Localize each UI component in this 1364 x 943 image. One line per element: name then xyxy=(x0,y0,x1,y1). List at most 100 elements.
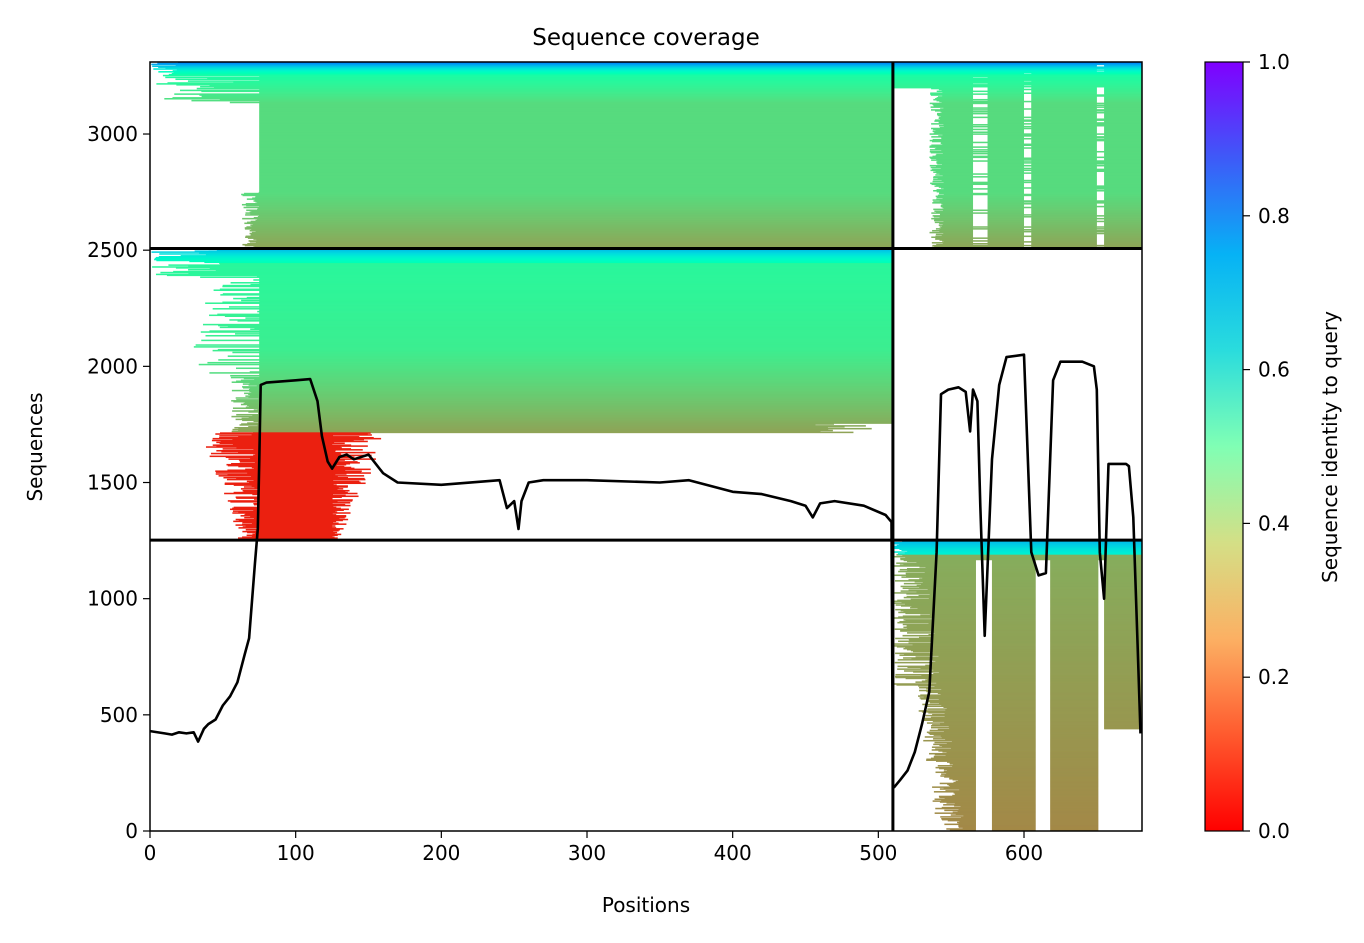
heatmap-row-lower xyxy=(1050,601,1099,603)
heatmap-row-lower xyxy=(938,750,976,752)
heatmap-row-upper-left xyxy=(244,222,893,225)
heatmap-row-lower xyxy=(958,808,976,811)
heatmap-row-lower xyxy=(896,554,1142,556)
heatmap-row-upper-right xyxy=(936,113,974,116)
heatmap-row-upper-left xyxy=(259,182,893,185)
heatmap-row-upper-right xyxy=(929,133,1142,135)
heatmap-row-lower xyxy=(896,544,1142,547)
heatmap-row-lower xyxy=(991,638,1036,641)
heatmap-row-upper-left xyxy=(259,172,893,174)
heatmap-row-lower xyxy=(1050,666,1099,669)
heatmap-row-lower xyxy=(954,803,976,805)
heatmap-row-upper-right xyxy=(942,242,1025,245)
heatmap-row-lower xyxy=(931,662,976,665)
heatmap-row-upper-right xyxy=(1104,243,1142,246)
heatmap-row-upper-left xyxy=(259,149,893,151)
heatmap-row-lower xyxy=(991,655,1036,657)
heatmap-row-lower xyxy=(1050,738,1099,741)
heatmap-row-middle xyxy=(259,298,893,301)
heatmap-row-upper-right xyxy=(942,223,974,225)
heatmap-row-upper-right xyxy=(1031,150,1142,153)
heatmap-row-upper-right xyxy=(1031,176,1097,178)
heatmap-row-lower xyxy=(943,804,976,806)
heatmap-row-upper-right xyxy=(987,230,1142,233)
heatmap-row-lower xyxy=(991,671,1036,673)
heatmap-row-lower xyxy=(1104,648,1142,651)
heatmap-row-lower xyxy=(1104,660,1142,662)
heatmap-row-upper-right xyxy=(943,125,1097,128)
heatmap-row-upper-right xyxy=(1031,199,1097,201)
heatmap-row-lower xyxy=(1050,572,1099,575)
heatmap-row-upper-right xyxy=(933,128,1025,131)
heatmap-row-lower xyxy=(991,817,1036,819)
heatmap-row-upper-left xyxy=(173,71,893,74)
heatmap-row-upper-right xyxy=(938,121,974,123)
heatmap-row-lower xyxy=(941,773,976,775)
heatmap-row-lower xyxy=(913,671,976,673)
heatmap-row-upper-left xyxy=(176,69,893,71)
heatmap-row-lower xyxy=(1104,646,1142,648)
heatmap-row-upper-right xyxy=(934,185,974,187)
heatmap-row-lower xyxy=(1050,597,1099,600)
heatmap-row-lower xyxy=(1104,627,1142,630)
heatmap-row-lower xyxy=(905,572,976,575)
heatmap-row-lower xyxy=(899,564,976,566)
heatmap-row-upper-left xyxy=(259,125,893,128)
heatmap-row-lower xyxy=(1104,673,1142,676)
heatmap-row-upper-right xyxy=(941,137,974,140)
heatmap-row-upper-left xyxy=(250,224,893,226)
heatmap-row-lower xyxy=(1050,584,1099,587)
heatmap-row-lower xyxy=(1050,662,1099,665)
heatmap-row-lower xyxy=(991,608,1036,611)
heatmap-row-middle xyxy=(212,308,893,310)
heatmap-row-upper-right xyxy=(1104,212,1142,214)
heatmap-row-upper-right xyxy=(892,86,974,89)
heatmap-row-lower xyxy=(991,679,1036,682)
heatmap-row-lower xyxy=(947,769,976,772)
heatmap-row-lower xyxy=(1050,791,1099,794)
heatmap-row-middle xyxy=(259,360,893,362)
heatmap-row-middle xyxy=(168,264,893,266)
heatmap-row-lower xyxy=(991,780,1036,783)
heatmap-row-upper-right xyxy=(1104,207,1142,210)
heatmap-row-upper-right xyxy=(892,65,1097,68)
heatmap-row-upper-right xyxy=(987,169,1142,172)
heatmap-row-lower xyxy=(893,645,976,647)
heatmap-row-upper-left xyxy=(253,200,893,202)
heatmap-row-lower xyxy=(1050,689,1099,692)
heatmap-row-lower xyxy=(991,685,1036,687)
heatmap-row-upper-right xyxy=(987,83,1142,85)
heatmap-row-lower xyxy=(900,590,976,592)
heatmap-row-lower xyxy=(1050,709,1099,711)
heatmap-row-upper-right xyxy=(1104,182,1142,185)
heatmap-row-upper-left xyxy=(241,193,893,196)
heatmap-row-lower xyxy=(939,767,976,770)
heatmap-row-lower xyxy=(991,700,1036,703)
heatmap-row-lower xyxy=(1050,560,1099,563)
heatmap-row-lower xyxy=(918,636,976,639)
heatmap-row-upper-left xyxy=(259,132,893,134)
heatmap-row-lower xyxy=(1104,575,1142,577)
heatmap-row-middle xyxy=(245,317,893,319)
heatmap-row-upper-right xyxy=(1104,172,1142,174)
heatmap-row-lower xyxy=(991,567,1036,569)
heatmap-row-lower xyxy=(991,673,1036,676)
heatmap-row-lower xyxy=(1050,610,1099,613)
heatmap-row-lower xyxy=(1050,686,1099,689)
heatmap-row-lower xyxy=(1050,699,1099,701)
heatmap-row-upper-right xyxy=(1031,177,1097,180)
heatmap-row-lower xyxy=(1050,630,1099,632)
heatmap-row-lower xyxy=(1050,586,1099,589)
heatmap-row-upper-right xyxy=(1031,90,1097,93)
heatmap-row-lower xyxy=(1050,680,1099,682)
heatmap-row-lower xyxy=(1104,619,1142,621)
heatmap-row-upper-left xyxy=(157,62,893,65)
heatmap-row-upper-left xyxy=(259,124,893,126)
heatmap-row-upper-right xyxy=(1031,163,1142,165)
heatmap-row-lower xyxy=(935,660,976,663)
heatmap-row-lower xyxy=(1104,579,1142,581)
heatmap-row-upper-right xyxy=(892,85,1025,87)
heatmap-row-lower xyxy=(991,653,1036,656)
heatmap-row-lower xyxy=(919,586,976,589)
heatmap-row-upper-right xyxy=(1104,116,1142,119)
